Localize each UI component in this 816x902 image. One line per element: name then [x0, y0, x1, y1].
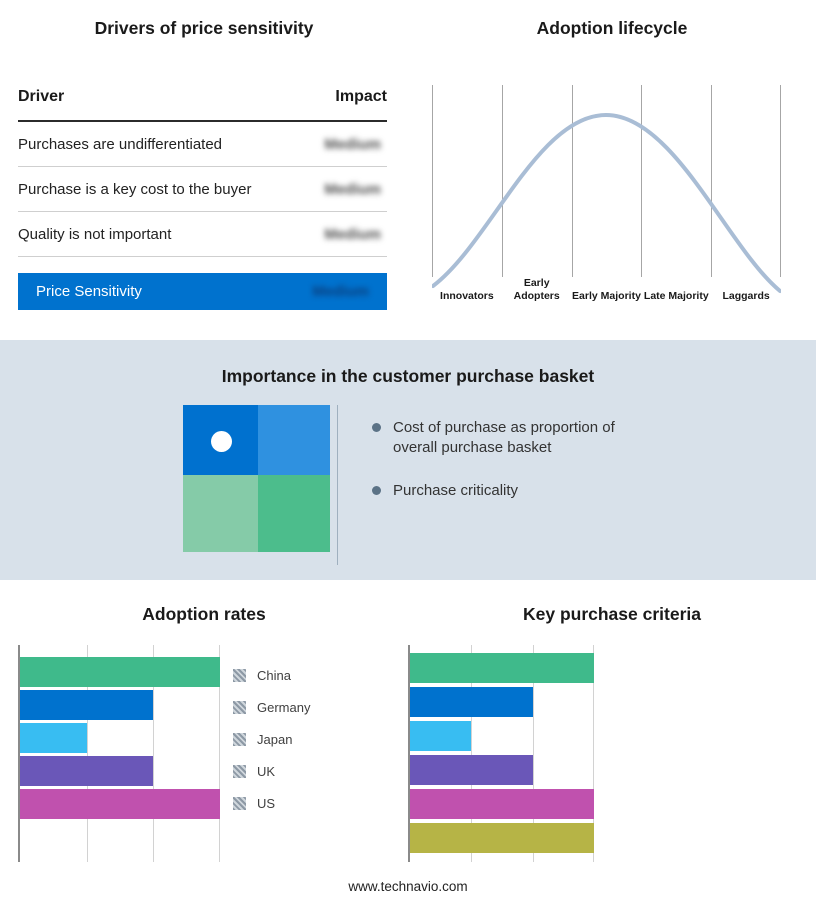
adoption-rates-title: Adoption rates — [142, 604, 266, 624]
key-purchase-criteria-plot — [408, 645, 594, 862]
impact-value: Medium — [324, 136, 381, 153]
list-item: Purchase criticality — [372, 481, 672, 501]
bar-regulatory-compliance — [410, 789, 594, 819]
quadrant-matrix — [183, 405, 330, 552]
legend-item: Germany — [233, 691, 310, 723]
bullet-icon — [372, 486, 381, 495]
impact-value: Medium — [324, 181, 381, 198]
summary-impact-value: Medium — [312, 283, 369, 300]
legend-swatch-icon — [233, 732, 246, 746]
legend-item: China — [233, 659, 310, 691]
website-url: www.technavio.com — [348, 879, 468, 894]
lifecycle-gridline — [571, 85, 573, 277]
legend-item: Japan — [233, 723, 310, 755]
gridline — [153, 645, 155, 862]
bar-us — [20, 789, 220, 819]
adoption-rates-legend: China Germany Japan UK US — [233, 659, 310, 819]
quadrant-bottom-left — [183, 475, 258, 552]
lifecycle-gridline — [780, 85, 781, 277]
legend-label: Germany — [257, 699, 311, 715]
gridline — [593, 645, 594, 862]
bar-group — [410, 645, 594, 853]
gridline — [86, 645, 88, 862]
legend-swatch-icon — [233, 764, 246, 778]
quadrant-bottom-right — [258, 475, 330, 552]
lifecycle-stage-labels: Innovators Early Adopters Early Majority… — [432, 271, 781, 303]
bar-china — [20, 657, 220, 687]
purchase-basket-panel: Importance in the customer purchase bask… — [0, 340, 816, 580]
legend-item: US — [233, 787, 310, 819]
table-row: Purchase is a key cost to the buyer Medi… — [18, 167, 387, 212]
lifecycle-gridline — [432, 85, 433, 277]
lifecycle-panel: Adoption lifecycle Innovators Early Adop… — [408, 0, 816, 340]
price-sensitivity-summary-bar: Price Sensitivity Medium — [18, 273, 387, 310]
column-header-impact: Impact — [335, 88, 387, 105]
drivers-panel-title: Drivers of price sensitivity — [94, 18, 314, 38]
bar-price — [410, 687, 533, 717]
adoption-rates-chart: Adoption rates China Germany — [0, 580, 408, 880]
key-purchase-criteria-title: Key purchase criteria — [522, 604, 701, 624]
bullet-text: Cost of purchase as proportion of overal… — [393, 419, 615, 456]
lifecycle-gridline — [641, 85, 643, 277]
legend-label: UK — [257, 763, 276, 779]
stage-label: Innovators — [440, 289, 494, 302]
bar-quality — [410, 721, 472, 751]
lifecycle-gridline — [501, 85, 503, 277]
quadrant-axis-line — [337, 405, 338, 565]
legend-swatch-icon — [233, 700, 246, 714]
list-item: Cost of purchase as proportion of overal… — [372, 418, 672, 457]
bar-japan — [20, 723, 87, 753]
position-marker-dot — [211, 431, 232, 452]
bell-curve — [432, 112, 781, 293]
impact-value: Medium — [324, 226, 381, 243]
adoption-rates-plot — [18, 645, 220, 862]
table-row: Purchases are undifferentiated Medium — [18, 122, 387, 167]
drivers-table-header: Driver Impact — [18, 88, 387, 122]
quadrant-top-right — [258, 405, 330, 475]
legend-label: US — [257, 795, 276, 811]
legend-item: UK — [233, 755, 310, 787]
purchase-basket-title: Importance in the customer purchase bask… — [221, 366, 595, 386]
driver-label: Purchase is a key cost to the buyer — [18, 181, 252, 198]
stage-label: Early Majority — [572, 289, 641, 302]
bar-uk — [20, 756, 154, 786]
stage-label: Early Adopters — [513, 276, 560, 302]
gridline — [532, 645, 534, 862]
table-row: Quality is not important Medium — [18, 212, 387, 257]
bar-group — [20, 645, 220, 819]
lifecycle-panel-title: Adoption lifecycle — [536, 18, 688, 38]
summary-label: Price Sensitivity — [36, 283, 142, 300]
bar-germany — [20, 690, 154, 720]
stage-label: Laggards — [722, 289, 770, 302]
driver-label: Quality is not important — [18, 226, 172, 243]
lifecycle-gridline — [711, 85, 713, 277]
bell-curve-path — [432, 112, 781, 293]
column-header-driver: Driver — [18, 88, 65, 105]
gridline — [219, 645, 220, 862]
legend-label: China — [257, 667, 291, 683]
stage-label: Late Majority — [643, 289, 709, 302]
bullet-text: Purchase criticality — [393, 482, 519, 499]
bar-innovation — [410, 653, 594, 683]
bar-service — [410, 823, 594, 853]
drivers-panel: Drivers of price sensitivity Driver Impa… — [0, 0, 408, 340]
bar-relatability — [410, 755, 533, 785]
legend-label: Japan — [257, 731, 293, 747]
gridline — [471, 645, 473, 862]
legend-swatch-icon — [233, 796, 246, 810]
basket-bullet-list: Cost of purchase as proportion of overal… — [372, 418, 672, 525]
key-purchase-criteria-chart: Key purchase criteria Innovation Price — [408, 580, 816, 880]
drivers-table: Driver Impact Purchases are undifferenti… — [18, 88, 387, 310]
bullet-icon — [372, 423, 381, 432]
driver-label: Purchases are undifferentiated — [18, 136, 223, 153]
legend-swatch-icon — [233, 668, 246, 682]
lifecycle-chart: Innovators Early Adopters Early Majority… — [432, 85, 781, 309]
